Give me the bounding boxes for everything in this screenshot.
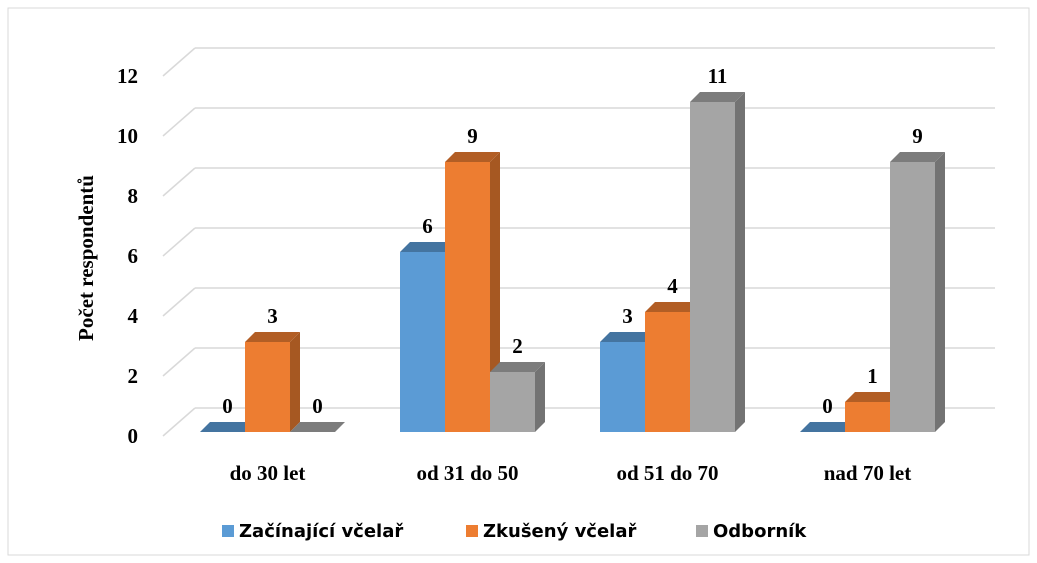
- bar-front: [245, 342, 290, 432]
- data-label: 0: [822, 394, 833, 418]
- bar-top: [600, 332, 655, 342]
- grid-line-depth: [162, 47, 196, 77]
- y-tick-label: 8: [128, 184, 139, 208]
- legend-label: Zkušený včelař: [483, 521, 637, 542]
- data-label: 3: [267, 304, 278, 328]
- x-tick-label: nad 70 let: [824, 461, 912, 485]
- data-label: 3: [622, 304, 633, 328]
- bar-front: [445, 162, 490, 432]
- bar-top: [290, 422, 345, 432]
- bar-front: [600, 342, 645, 432]
- grid-line-depth: [162, 227, 196, 257]
- grid-line-depth: [162, 347, 196, 377]
- x-tick-label: od 31 do 50: [416, 461, 518, 485]
- bar-top: [200, 422, 255, 432]
- data-label: 0: [222, 394, 233, 418]
- bar-top: [690, 92, 745, 102]
- legend-swatch: [466, 525, 478, 537]
- bar-side: [490, 152, 500, 432]
- y-tick-label: 12: [117, 64, 138, 88]
- x-tick-label: do 30 let: [230, 461, 306, 485]
- grid-line-depth: [162, 107, 196, 137]
- y-tick-label: 2: [128, 364, 139, 388]
- bar-top: [245, 332, 300, 342]
- grid-line-depth: [162, 167, 196, 197]
- bar: [290, 422, 345, 432]
- bar-top: [400, 242, 455, 252]
- legend-swatch: [696, 525, 708, 537]
- data-label: 9: [912, 124, 923, 148]
- grid-line-depth: [162, 407, 196, 437]
- data-label: 9: [467, 124, 478, 148]
- data-label: 0: [312, 394, 323, 418]
- legend-swatch: [222, 525, 234, 537]
- y-tick-label: 4: [128, 304, 139, 328]
- y-axis-title: Počet respondentů: [74, 175, 98, 341]
- bar-side: [935, 152, 945, 432]
- data-label: 6: [422, 214, 433, 238]
- y-tick-label: 0: [128, 424, 139, 448]
- bar-front: [690, 102, 735, 432]
- bar: [445, 152, 500, 432]
- bar-top: [845, 392, 900, 402]
- bar: [200, 422, 255, 432]
- legend-label: Začínající včelař: [239, 521, 403, 542]
- bar-top: [645, 302, 700, 312]
- x-tick-label: od 51 do 70: [616, 461, 718, 485]
- bar-top: [490, 362, 545, 372]
- bar-front: [645, 312, 690, 432]
- data-label: 2: [512, 334, 523, 358]
- bar-top: [890, 152, 945, 162]
- legend: Začínající včelař Zkušený včelař Odborník: [222, 521, 807, 542]
- bar-side: [290, 332, 300, 432]
- y-tick-label: 6: [128, 244, 139, 268]
- bar: [245, 332, 300, 432]
- data-label: 1: [867, 364, 878, 388]
- bar: [490, 362, 545, 432]
- bar-side: [535, 362, 545, 432]
- bar-top: [800, 422, 855, 432]
- bar: [690, 92, 745, 432]
- bar-front: [400, 252, 445, 432]
- data-label: 11: [708, 64, 728, 88]
- grid-line-depth: [162, 287, 196, 317]
- bar: [800, 422, 855, 432]
- bar-side: [735, 92, 745, 432]
- legend-label: Odborník: [713, 521, 807, 542]
- bar-front: [845, 402, 890, 432]
- bar-front: [890, 162, 935, 432]
- bar: [890, 152, 945, 432]
- data-label: 4: [667, 274, 678, 298]
- y-tick-label: 10: [117, 124, 138, 148]
- bar-front: [490, 372, 535, 432]
- chart-frame: [7, 7, 1030, 556]
- bar-top: [445, 152, 500, 162]
